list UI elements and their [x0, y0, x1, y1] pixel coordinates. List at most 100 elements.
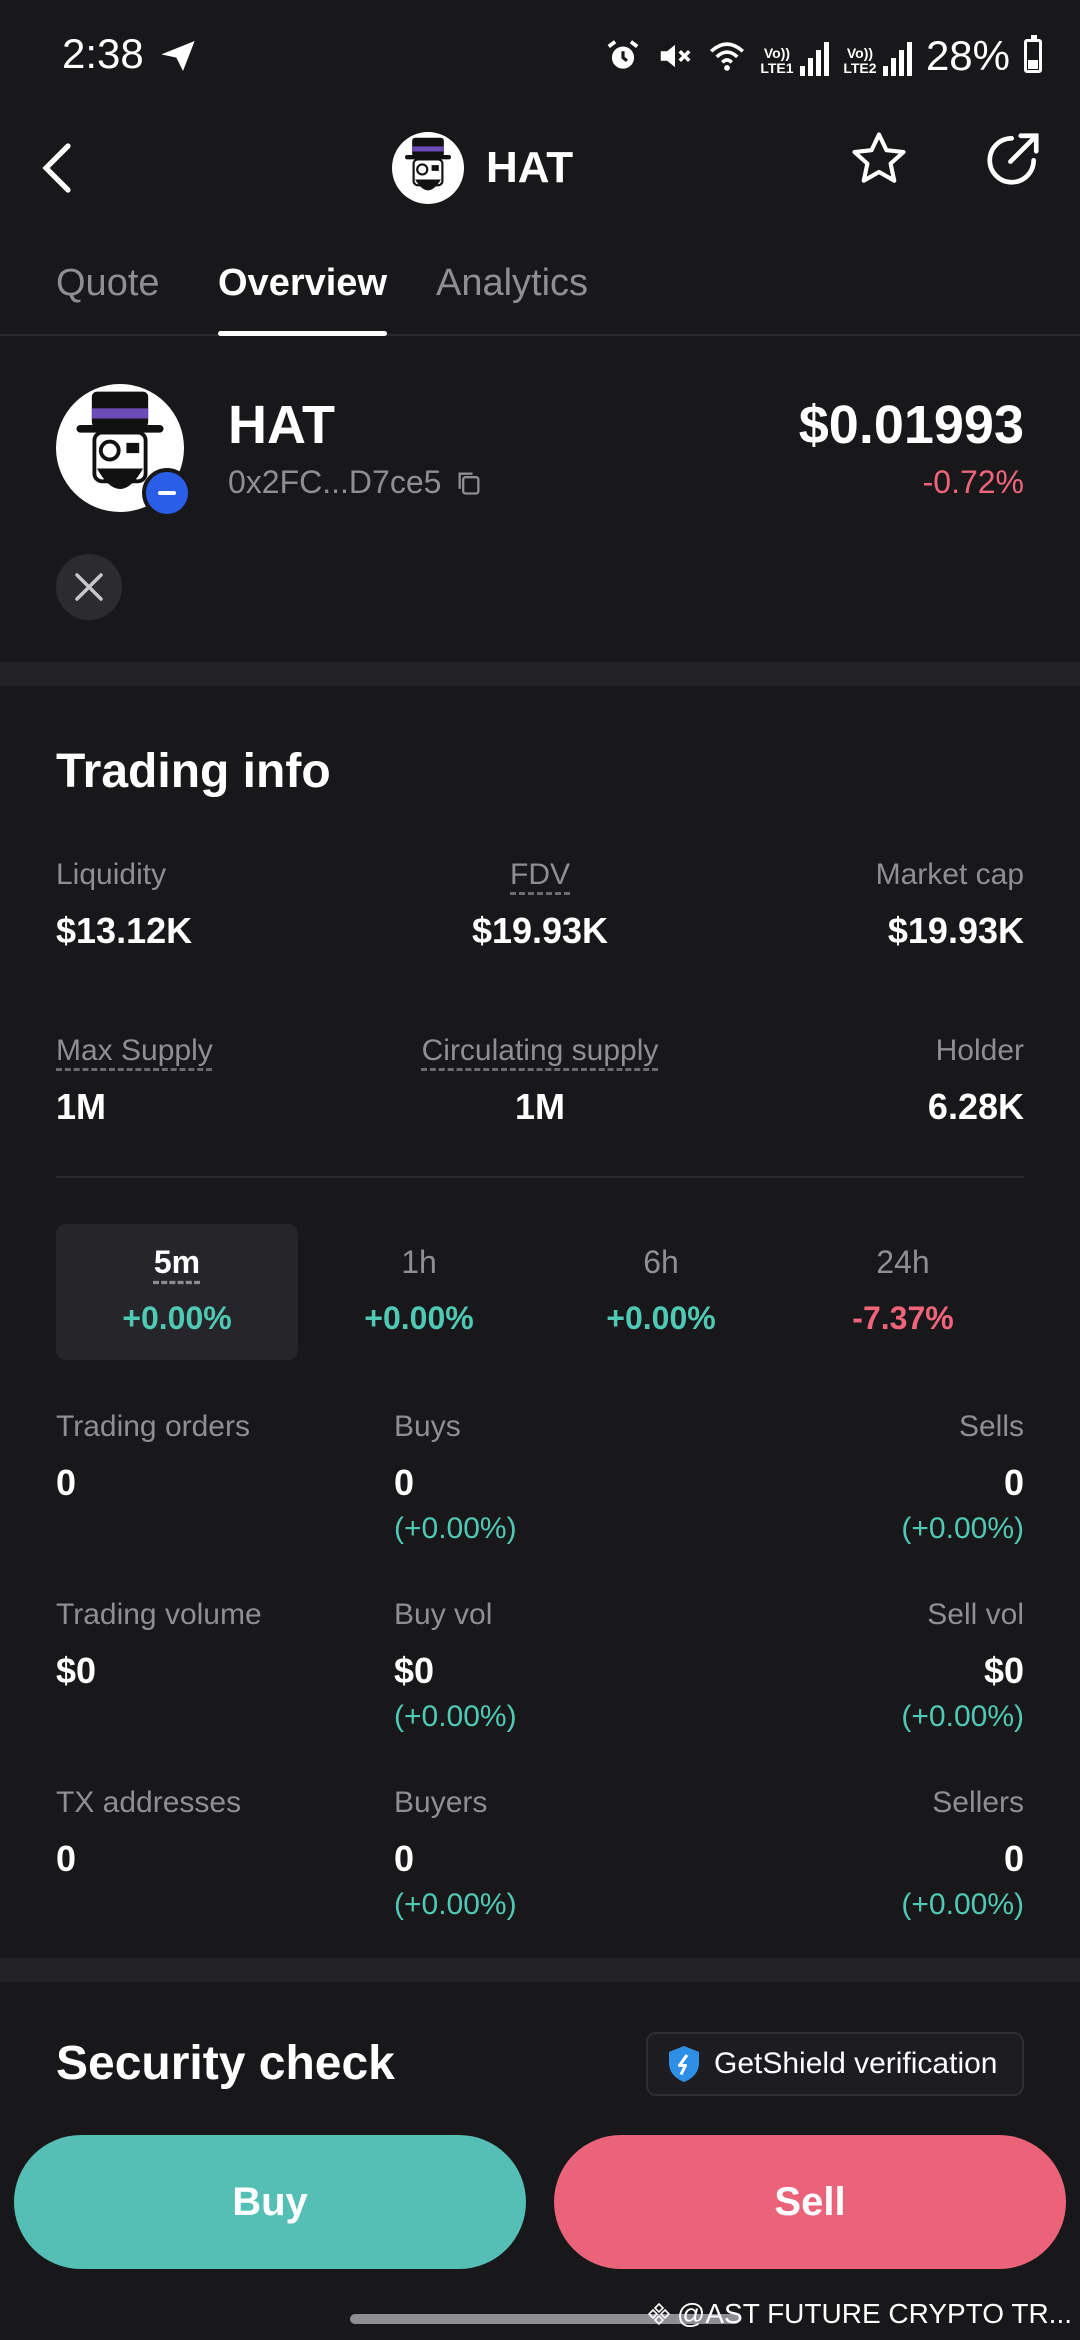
signal-icon: Vo)) LTE1 [760, 36, 829, 76]
star-icon [852, 132, 906, 183]
buy-vol-change: (+0.00%) [394, 1700, 517, 1733]
favorite-button[interactable] [848, 128, 910, 190]
max-supply-value: 1M [56, 1086, 107, 1127]
period-label: 5m [153, 1244, 201, 1280]
getshield-verification-button[interactable]: GetShield verification [646, 2032, 1024, 2096]
chain-badge-icon [142, 468, 192, 518]
status-bar: 2:38 Vo)) LTE1 Vo)) LTE2 28% [0, 0, 1080, 112]
sell-vol-label: Sell vol [927, 1598, 1024, 1631]
back-button[interactable] [40, 126, 92, 210]
buys-value: 0 [394, 1462, 415, 1503]
copy-icon[interactable] [455, 469, 483, 497]
token-logo [56, 384, 184, 512]
period-change: +0.00% [364, 1300, 474, 1336]
period-tab-5m[interactable]: 5m +0.00% [56, 1224, 298, 1360]
token-logo-small [392, 132, 464, 204]
watermark-text: @AST FUTURE CRYPTO TR... [676, 2298, 1072, 2329]
signal-icon: Vo)) LTE2 [843, 36, 912, 76]
x-icon [75, 573, 103, 601]
trading-info-title: Trading info [56, 745, 331, 798]
tab-quote[interactable]: Quote [56, 262, 160, 304]
stats-divider [56, 1176, 1024, 1178]
section-divider [0, 662, 1080, 686]
buy-button[interactable]: Buy [14, 2135, 526, 2269]
tab-overview[interactable]: Overview [218, 262, 387, 336]
binance-logo-icon [647, 2302, 671, 2326]
wifi-icon [709, 42, 744, 71]
section-divider [0, 1958, 1080, 1982]
period-label: 1h [401, 1244, 437, 1280]
token-price-change: -0.72% [922, 464, 1024, 500]
sellers-value: 0 [1003, 1838, 1024, 1879]
sellers-label: Sellers [932, 1786, 1024, 1819]
battery-percent: 28% [925, 32, 1010, 79]
tab-analytics[interactable]: Analytics [436, 262, 589, 304]
sim1-label: Vo)) LTE1 [760, 45, 794, 76]
sim2-label: Vo)) LTE2 [843, 45, 877, 76]
holder-value: 6.28K [927, 1086, 1024, 1127]
mute-icon [660, 44, 691, 68]
circulating-supply-label[interactable]: Circulating supply [421, 1034, 659, 1067]
period-change: +0.00% [122, 1300, 232, 1336]
market-cap-label: Market cap [875, 858, 1024, 891]
period-change: +0.00% [606, 1300, 716, 1336]
token-address: 0x2FC...D7ce5 [228, 464, 483, 501]
share-button[interactable] [982, 128, 1044, 190]
fdv-value: $19.93K [471, 910, 609, 951]
shield-icon [669, 2046, 699, 2082]
sell-vol-value: $0 [983, 1650, 1024, 1691]
period-label: 24h [876, 1244, 930, 1280]
tab-bar: Quote Overview Analytics [0, 252, 1080, 336]
tx-addresses-value: 0 [56, 1838, 77, 1879]
market-cap-value: $19.93K [887, 910, 1024, 951]
watermark: @AST FUTURE CRYPTO TR... [647, 2298, 1072, 2330]
buys-change: (+0.00%) [394, 1512, 517, 1545]
period-label: 6h [643, 1244, 679, 1280]
period-tab-1h[interactable]: 1h +0.00% [298, 1224, 540, 1360]
buyers-label: Buyers [394, 1786, 488, 1819]
sells-change: (+0.00%) [901, 1512, 1024, 1545]
battery-icon [1024, 35, 1042, 73]
fdv-label[interactable]: FDV [510, 858, 570, 891]
max-supply-label[interactable]: Max Supply [56, 1034, 213, 1067]
bottom-action-bar: Buy Sell @AST FUTURE CRYPTO TR... [0, 2124, 1080, 2340]
token-name: HAT [228, 395, 335, 455]
header-token: HAT [392, 120, 573, 216]
trading-orders-value: 0 [56, 1462, 77, 1503]
sells-value: 0 [1003, 1462, 1024, 1503]
liquidity-value: $13.12K [56, 910, 193, 951]
home-indicator[interactable] [350, 2314, 740, 2324]
token-address-text: 0x2FC...D7ce5 [228, 464, 442, 500]
period-tab-24h[interactable]: 24h -7.37% [782, 1224, 1024, 1360]
buy-vol-value: $0 [394, 1650, 435, 1691]
buyers-change: (+0.00%) [394, 1888, 517, 1921]
sell-button[interactable]: Sell [554, 2135, 1066, 2269]
status-time: 2:38 [62, 30, 144, 77]
holder-label: Holder [935, 1034, 1024, 1067]
status-icons: Vo)) LTE1 Vo)) LTE2 28% [604, 30, 1042, 82]
tx-addresses-label: TX addresses [56, 1786, 242, 1819]
share-icon [987, 133, 1039, 185]
app-header: HAT [0, 112, 1080, 252]
back-arrow-icon [42, 143, 71, 193]
buys-label: Buys [394, 1410, 461, 1443]
getshield-label: GetShield verification [714, 2047, 998, 2080]
sellers-change: (+0.00%) [901, 1888, 1024, 1921]
sells-label: Sells [958, 1410, 1024, 1443]
trading-volume-label: Trading volume [56, 1598, 262, 1631]
alarm-icon [607, 40, 639, 69]
buyers-value: 0 [394, 1838, 415, 1879]
trading-volume-value: $0 [56, 1650, 97, 1691]
circulating-supply-value: 1M [514, 1086, 565, 1127]
telegram-send-icon [161, 41, 195, 71]
buy-vol-label: Buy vol [394, 1598, 493, 1631]
token-price: $0.01993 [798, 395, 1024, 455]
token-summary: HAT 0x2FC...D7ce5 $0.01993 -0.72% [0, 338, 1080, 660]
x-social-button[interactable] [56, 554, 122, 620]
period-change: -7.37% [852, 1300, 954, 1336]
security-check-title: Security check [56, 2037, 395, 2090]
header-title: HAT [486, 143, 574, 192]
period-tab-6h[interactable]: 6h +0.00% [540, 1224, 782, 1360]
liquidity-label: Liquidity [56, 858, 167, 891]
sell-vol-change: (+0.00%) [901, 1700, 1024, 1733]
